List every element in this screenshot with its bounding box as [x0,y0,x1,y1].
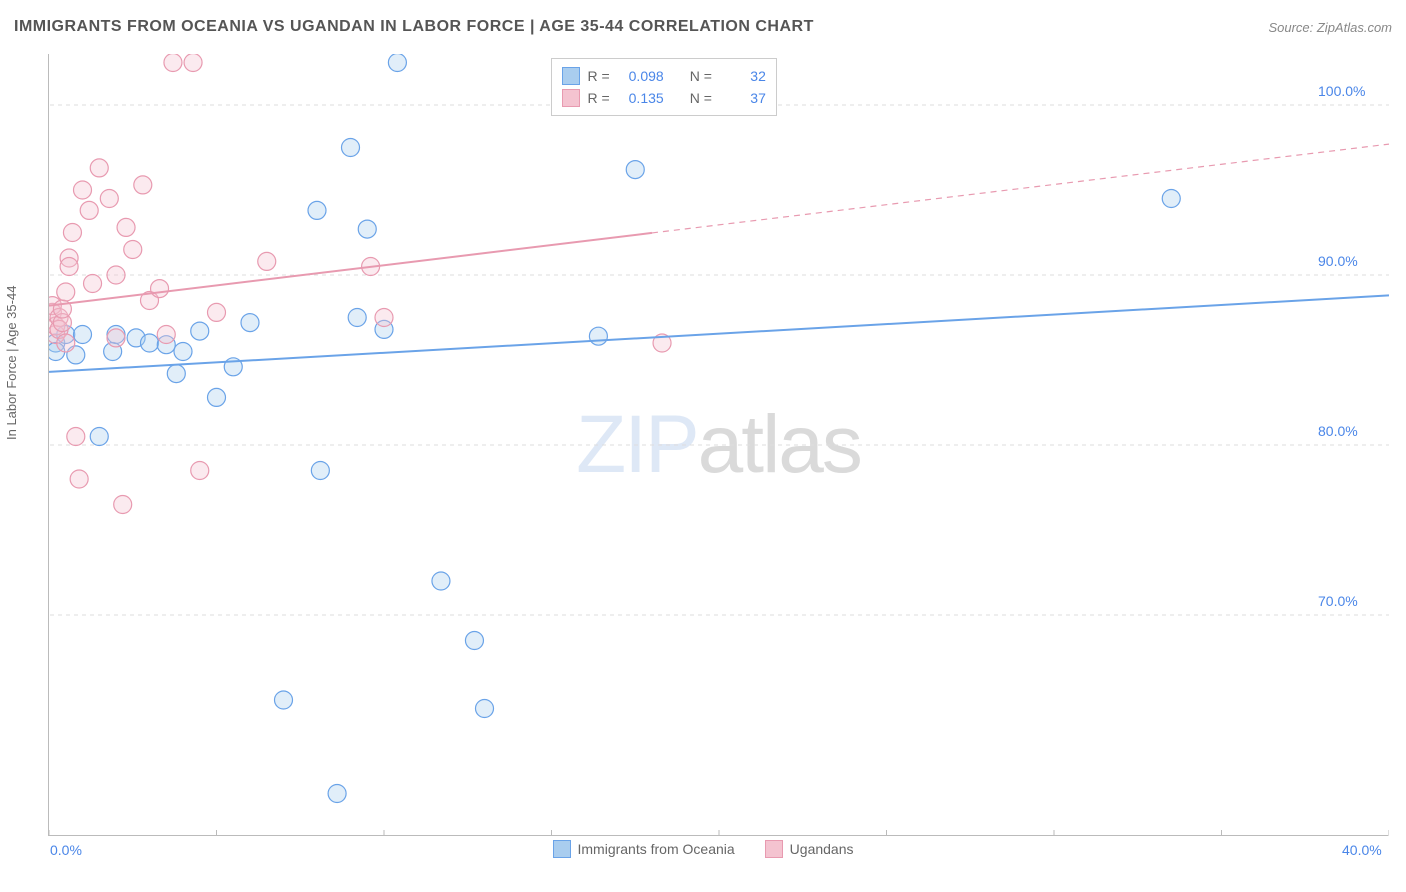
r-label: R = [588,68,610,84]
series-name: Immigrants from Oceania [578,841,735,857]
r-label: R = [588,90,610,106]
y-tick-label: 100.0% [1318,83,1365,99]
series-legend: Immigrants from Oceania Ugandans [0,840,1406,858]
series-name: Ugandans [790,841,854,857]
x-tick-label: 0.0% [50,842,82,858]
series-legend-item: Ugandans [765,840,854,858]
n-value: 32 [720,68,766,84]
legend-swatch [765,840,783,858]
y-tick-label: 90.0% [1318,253,1358,269]
chart-title: IMMIGRANTS FROM OCEANIA VS UGANDAN IN LA… [14,18,814,35]
legend-swatch [562,89,580,107]
legend-row: R = 0.098 N = 32 [562,65,766,87]
n-label: N = [690,90,712,106]
y-axis-label: In Labor Force | Age 35-44 [4,286,19,440]
series-legend-item: Immigrants from Oceania [553,840,735,858]
correlation-legend: R = 0.098 N = 32 R = 0.135 N = 37 [551,58,777,116]
r-value: 0.135 [618,90,664,106]
y-tick-label: 80.0% [1318,423,1358,439]
y-tick-label: 70.0% [1318,593,1358,609]
x-tick-label: 40.0% [1342,842,1382,858]
legend-row: R = 0.135 N = 37 [562,87,766,109]
r-value: 0.098 [618,68,664,84]
legend-swatch [553,840,571,858]
chart-svg [49,54,1389,836]
plot-area: ZIPatlas [48,54,1388,836]
n-value: 37 [720,90,766,106]
source-label: Source: ZipAtlas.com [1268,20,1392,35]
n-label: N = [690,68,712,84]
legend-swatch [562,67,580,85]
